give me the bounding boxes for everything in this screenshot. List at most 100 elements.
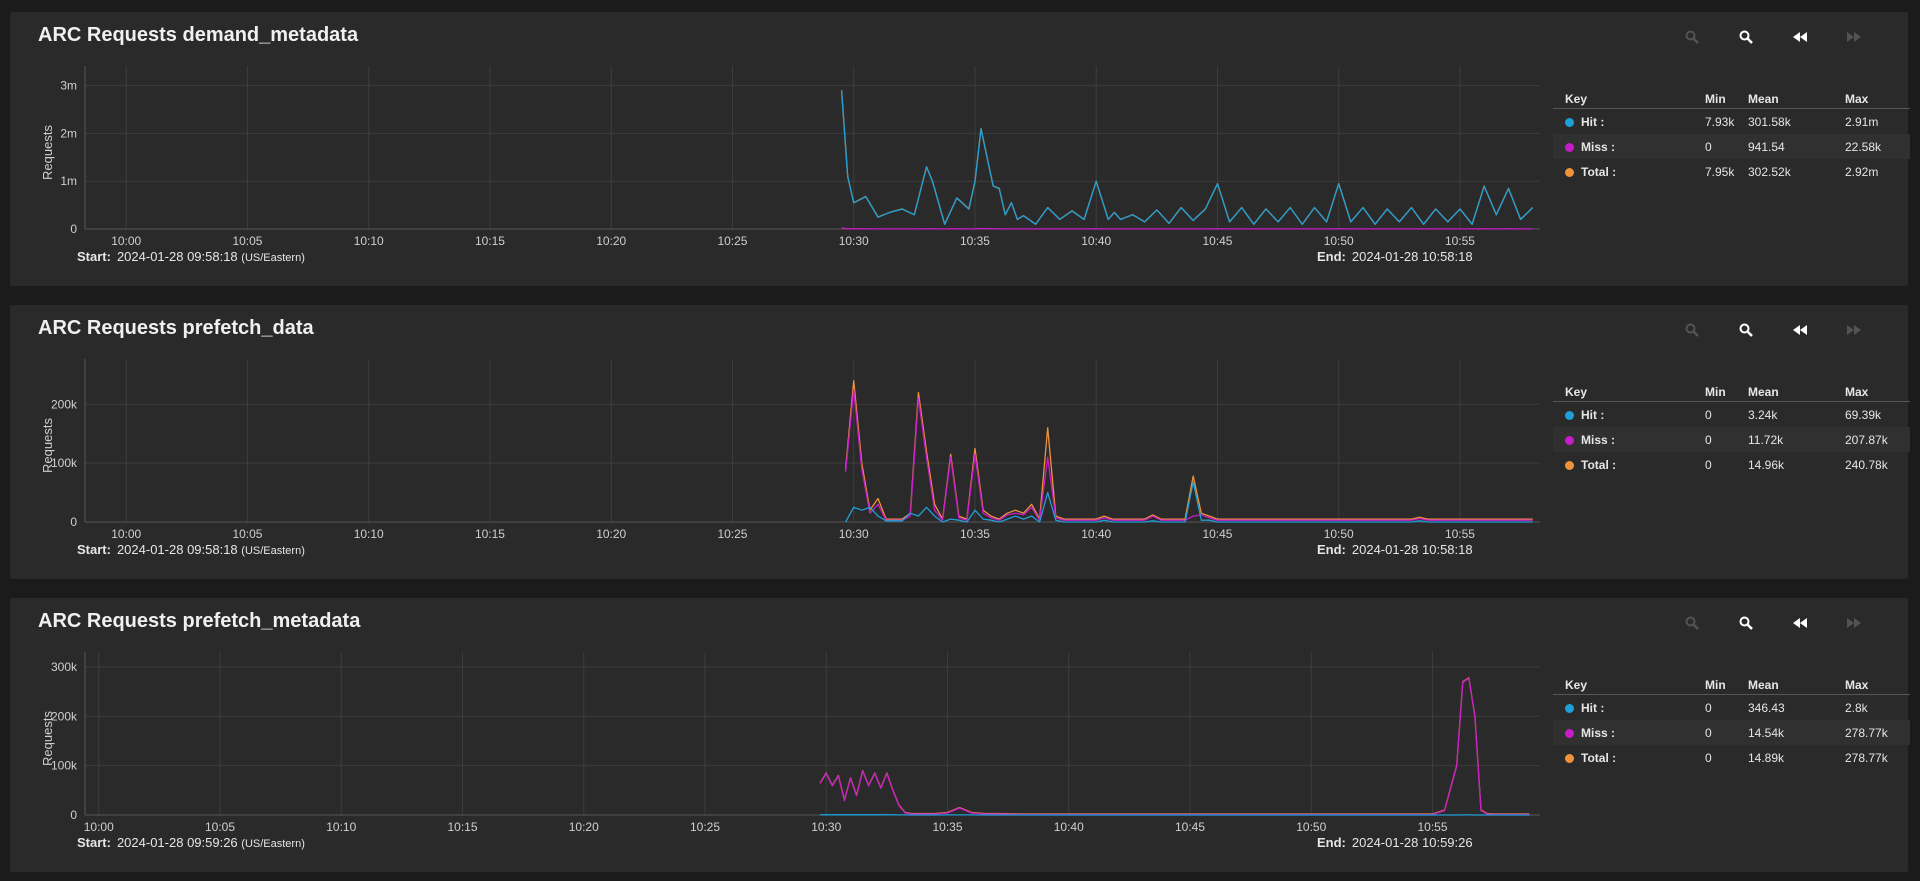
end-value: 2024-01-28 10:58:18	[1351, 249, 1473, 264]
timezone-label: (US/Eastern)	[241, 545, 305, 557]
legend-header-key: Key	[1553, 90, 1705, 109]
x-tick-label: 10:25	[717, 527, 747, 541]
legend-header-mean: Mean	[1748, 676, 1845, 695]
legend-key: Miss :	[1553, 134, 1705, 159]
series-color-dot	[1565, 142, 1574, 152]
timezone-label: (US/Eastern)	[241, 838, 305, 850]
legend-min: 0	[1705, 720, 1748, 745]
fast-forward-icon[interactable]	[1840, 319, 1868, 341]
y-tick-label: 100k	[51, 456, 78, 470]
legend-header-max: Max	[1845, 90, 1910, 109]
start-value: 2024-01-28 09:58:18	[116, 249, 238, 264]
legend-mean: 14.89k	[1748, 750, 1785, 765]
legend-header-mean: Mean	[1748, 383, 1845, 402]
timezone-label: (US/Eastern)	[241, 252, 305, 264]
x-tick-label: 10:50	[1296, 820, 1326, 834]
end-value: 2024-01-28 10:58:18	[1351, 542, 1473, 557]
legend-key-label: Hit :	[1581, 407, 1605, 422]
y-axis-label: Requests	[40, 418, 55, 473]
x-tick-label: 10:00	[111, 234, 141, 248]
y-axis-label: Requests	[40, 711, 55, 766]
end-value: 2024-01-28 10:59:26	[1351, 835, 1473, 850]
legend-max: 2.92m	[1845, 164, 1879, 179]
legend-min: 0	[1705, 427, 1748, 452]
fast-forward-icon[interactable]	[1840, 26, 1868, 48]
chart-start-time: Start: 2024-01-28 09:59:26 (US/Eastern)	[77, 835, 305, 850]
x-tick-label: 10:20	[596, 527, 626, 541]
chart-panel: ARC Requests prefetch_data 0 100k 200k 10:0…	[10, 305, 1910, 579]
chart-toolbar	[1678, 26, 1868, 48]
x-tick-label: 10:00	[111, 527, 141, 541]
chart-end-time: End: 2024-01-28 10:59:26	[1317, 835, 1473, 850]
line-chart: 0 100k 200k 300k 10:00 10:05 10:10 10:15 10:20 10…	[40, 652, 1540, 834]
x-tick-label: 10:10	[354, 527, 384, 541]
x-tick-label: 10:55	[1445, 234, 1475, 248]
legend-max: 2.91m	[1845, 114, 1879, 129]
series-line-hit	[845, 481, 1533, 523]
zoom-reset-icon[interactable]	[1678, 319, 1706, 341]
chart-toolbar	[1678, 612, 1868, 634]
series-color-dot	[1565, 753, 1574, 763]
series-color-dot	[1565, 728, 1574, 738]
x-tick-label: 10:45	[1175, 820, 1205, 834]
panel-title: ARC Requests demand_metadata	[38, 24, 359, 46]
legend-min: 0	[1705, 134, 1748, 159]
start-value: 2024-01-28 09:58:18	[116, 542, 238, 557]
legend-key-label: Hit :	[1581, 114, 1605, 129]
x-tick-label: 10:30	[839, 527, 869, 541]
series-line-total	[840, 90, 1534, 225]
legend-key-label: Total :	[1581, 164, 1617, 179]
legend-header-max: Max	[1845, 383, 1910, 402]
x-tick-label: 10:20	[569, 820, 599, 834]
legend-key: Total :	[1553, 159, 1705, 184]
x-tick-label: 10:35	[960, 234, 990, 248]
rewind-icon[interactable]	[1786, 612, 1814, 634]
legend-row: Miss : 0 11.72k 207.87k	[1553, 427, 1910, 452]
legend-mean: 14.96k	[1748, 457, 1785, 472]
legend-key: Hit :	[1553, 109, 1705, 135]
x-tick-label: 10:45	[1202, 527, 1232, 541]
legend-max: 69.39k	[1845, 407, 1882, 422]
legend-key: Miss :	[1553, 720, 1705, 745]
legend-key: Total :	[1553, 452, 1705, 477]
y-tick-label: 0	[70, 222, 77, 236]
rewind-icon[interactable]	[1786, 26, 1814, 48]
legend-max: 278.77k	[1845, 720, 1910, 745]
x-tick-label: 10:50	[1324, 527, 1354, 541]
legend-row: Hit : 0 3.24k 69.39k	[1553, 402, 1910, 428]
legend-row: Total : 7.95k 302.52k 2.92m	[1553, 159, 1910, 184]
fast-forward-icon[interactable]	[1840, 612, 1868, 634]
x-tick-label: 10:05	[205, 820, 235, 834]
legend-key: Hit :	[1553, 402, 1705, 428]
legend-max: 2.8k	[1845, 700, 1868, 715]
chart-start-time: Start: 2024-01-28 09:58:18 (US/Eastern)	[77, 542, 305, 557]
legend-key-label: Total :	[1581, 750, 1617, 765]
chart-panel: ARC Requests prefetch_metadata 0 100k 200k…	[10, 598, 1910, 872]
zoom-in-icon[interactable]	[1732, 612, 1760, 634]
series-color-dot	[1565, 167, 1574, 177]
legend-mean: 301.58k	[1748, 114, 1791, 129]
legend-mean: 941.54	[1748, 134, 1845, 159]
legend-max: 22.58k	[1845, 134, 1910, 159]
zoom-in-icon[interactable]	[1732, 319, 1760, 341]
x-tick-label: 10:30	[811, 820, 841, 834]
start-value: 2024-01-28 09:59:26	[116, 835, 238, 850]
start-label: Start:	[77, 835, 111, 850]
x-tick-label: 10:20	[596, 234, 626, 248]
rewind-icon[interactable]	[1786, 319, 1814, 341]
legend-mean: 302.52k	[1748, 164, 1791, 179]
zoom-reset-icon[interactable]	[1678, 26, 1706, 48]
legend-row: Miss : 0 14.54k 278.77k	[1553, 720, 1910, 745]
panel-title: ARC Requests prefetch_metadata	[38, 610, 361, 632]
x-tick-label: 10:40	[1081, 527, 1111, 541]
zoom-reset-icon[interactable]	[1678, 612, 1706, 634]
end-label: End:	[1317, 249, 1346, 264]
zoom-in-icon[interactable]	[1732, 26, 1760, 48]
x-tick-label: 10:45	[1202, 234, 1232, 248]
line-chart: 0 100k 200k 10:00 10:05 10:10 10:15 10:20 10:25 1…	[40, 359, 1540, 541]
chart-start-time: Start: 2024-01-28 09:58:18 (US/Eastern)	[77, 249, 305, 264]
legend-header-max: Max	[1845, 676, 1910, 695]
legend-table: Key Min Mean Max Hit :0 346.43 2.8k Miss :0…	[1553, 676, 1910, 770]
legend-mean: 11.72k	[1748, 427, 1845, 452]
end-label: End:	[1317, 542, 1346, 557]
